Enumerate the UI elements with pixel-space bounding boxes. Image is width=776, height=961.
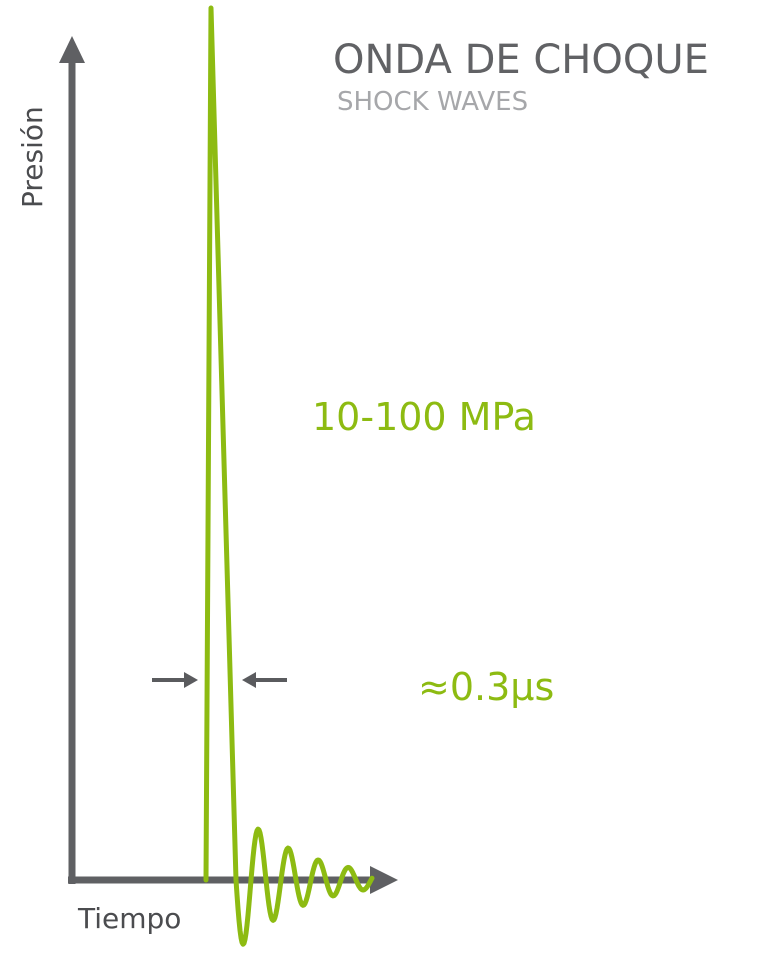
diagram-subtitle: SHOCK WAVES (337, 87, 528, 117)
x-axis-label: Tiempo (77, 902, 181, 935)
arrow-right-icon (152, 672, 198, 688)
arrow-left-icon (242, 672, 287, 688)
x-axis-arrowhead-icon (370, 866, 398, 894)
pulse-duration-label: ≈0.3µs (418, 665, 554, 709)
y-axis-label: Presión (16, 106, 49, 208)
shock-wave-curve (203, 5, 375, 947)
y-axis-arrowhead-icon (59, 36, 85, 63)
diagram-title: ONDA DE CHOQUE (333, 37, 709, 83)
pressure-range-label: 10-100 MPa (312, 395, 536, 439)
